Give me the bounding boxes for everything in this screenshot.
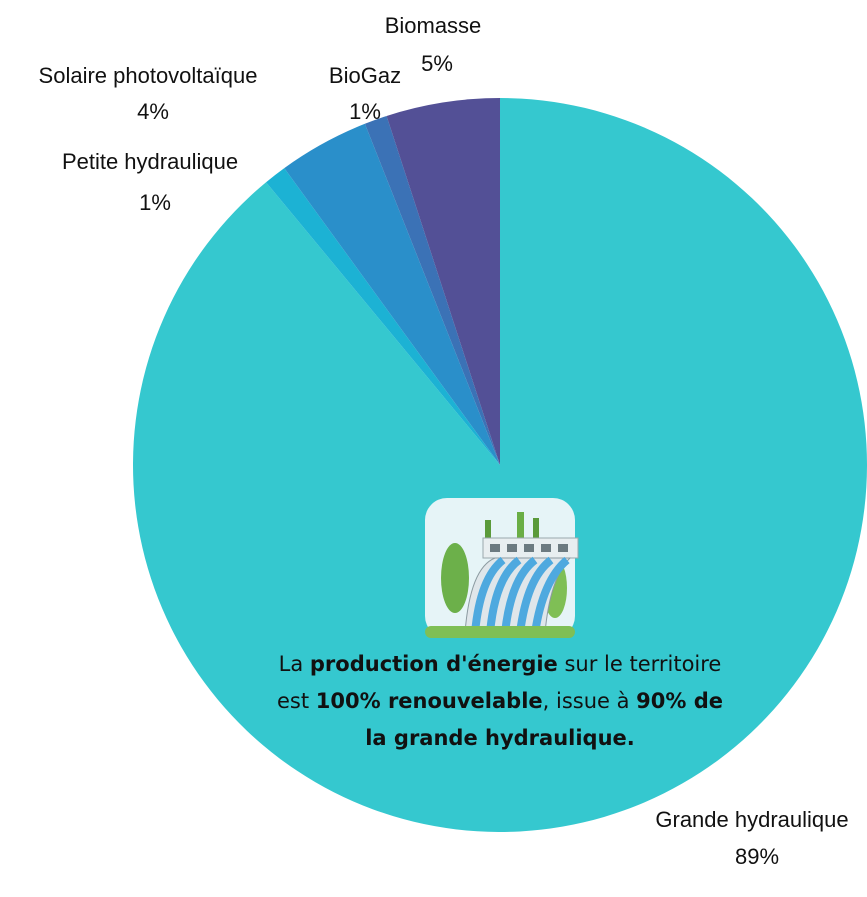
dam-icon [425, 498, 579, 638]
pie-slice [284, 123, 500, 465]
slice-value: 1% [139, 190, 171, 215]
pie-slice [364, 115, 500, 466]
annotation-part: sur le territoire est [276, 652, 722, 713]
pie-slice [132, 98, 867, 833]
slice-label: Grande hydraulique [655, 807, 848, 832]
slice-value: 89% [735, 844, 779, 869]
slice-label: Solaire photovoltaïque [39, 63, 258, 88]
pie-slice [386, 98, 500, 465]
pie-slice [266, 168, 500, 465]
annotation: La production d'énergie sur le territoir… [270, 646, 730, 757]
slice-value: 4% [137, 99, 169, 124]
annotation-part: La [278, 652, 310, 676]
slice-label: Petite hydraulique [62, 149, 238, 174]
annotation-part: , issue à [542, 689, 637, 713]
slice-value: 5% [421, 51, 453, 76]
slice-label: BioGaz [329, 63, 401, 88]
annotation-part: 100% renouvelable [315, 689, 543, 713]
annotation-part: production d'énergie [309, 652, 558, 676]
slice-label: Biomasse [385, 13, 482, 38]
slices [132, 98, 867, 833]
slice-value: 1% [349, 99, 381, 124]
annotation-part: 90% de la grande hydraulique. [365, 689, 724, 750]
